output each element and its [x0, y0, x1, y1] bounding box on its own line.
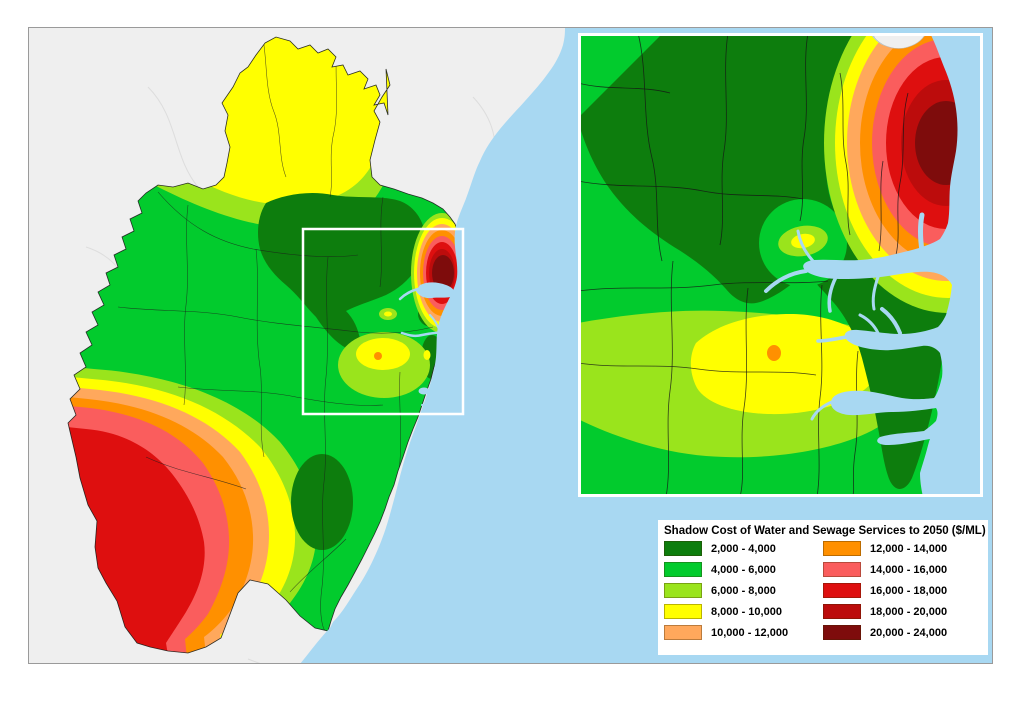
- legend-title: Shadow Cost of Water and Sewage Services…: [664, 525, 986, 537]
- legend-label: 16,000 - 18,000: [870, 584, 948, 597]
- legend-swatch: [664, 625, 702, 640]
- map-frame: [28, 27, 993, 664]
- sydney-8-10k-blob: [356, 338, 410, 370]
- legend-swatch: [664, 562, 702, 577]
- legend-swatch: [823, 604, 861, 619]
- legend-label: 12,000 - 14,000: [870, 542, 948, 555]
- legend-column-right: 12,000 - 14,000 14,000 - 16,000 16,000 - 1…: [823, 541, 982, 646]
- legend-swatch: [823, 583, 861, 598]
- legend-swatch: [664, 583, 702, 598]
- legend-label: 18,000 - 20,000: [870, 605, 948, 618]
- legend-label: 2,000 - 4,000: [711, 542, 776, 555]
- legend-column-left: 2,000 - 4,000 4,000 - 6,000 6,000 - 8,000 8…: [664, 541, 823, 646]
- legend-label: 8,000 - 10,000: [711, 605, 782, 618]
- legend-swatch: [664, 541, 702, 556]
- legend-row: 6,000 - 8,000: [664, 583, 823, 598]
- legend-row: 16,000 - 18,000: [823, 583, 982, 598]
- inset-estuary-branches: [764, 212, 925, 421]
- lga-boundaries-inset: [578, 33, 909, 497]
- legend-row: 12,000 - 14,000: [823, 541, 982, 556]
- sydney-orange-spot: [374, 352, 382, 360]
- legend-swatch: [823, 625, 861, 640]
- central-dark-green-2-4k: [258, 192, 426, 351]
- study-region-outline: [67, 36, 461, 654]
- legend-row: 20,000 - 24,000: [823, 625, 982, 640]
- legend-row: 2,000 - 4,000: [664, 541, 823, 556]
- legend-row: 18,000 - 20,000: [823, 604, 982, 619]
- inset-gray-headland: [873, 33, 927, 49]
- legend-entries: 2,000 - 4,000 4,000 - 6,000 6,000 - 8,000 8…: [664, 541, 982, 646]
- study-region: [68, 37, 460, 653]
- legend-swatch: [823, 541, 861, 556]
- map-canvas: [28, 27, 993, 664]
- small-oval-center: [384, 311, 392, 317]
- legend-label: 4,000 - 6,000: [711, 563, 776, 576]
- inset-sea: [803, 33, 983, 497]
- inset-indicator-rect: [301, 227, 465, 416]
- legend-row: 4,000 - 6,000: [664, 562, 823, 577]
- inset-frame: [578, 33, 983, 497]
- legend-swatch: [823, 562, 861, 577]
- legend-row: 14,000 - 16,000: [823, 562, 982, 577]
- legend-label: 10,000 - 12,000: [711, 626, 789, 639]
- legend-label: 6,000 - 8,000: [711, 584, 776, 597]
- inset-orange-spot: [767, 345, 781, 361]
- legend-label: 20,000 - 24,000: [870, 626, 948, 639]
- legend-row: 10,000 - 12,000: [664, 625, 823, 640]
- legend-row: 8,000 - 10,000: [664, 604, 823, 619]
- inset-map: [578, 33, 983, 497]
- south-coast-dark-green: [291, 454, 353, 550]
- legend-label: 14,000 - 16,000: [870, 563, 948, 576]
- main-map-waters: [398, 282, 458, 406]
- legend-swatch: [664, 604, 702, 619]
- map-legend: Shadow Cost of Water and Sewage Services…: [658, 520, 988, 655]
- coast-yellow-speck: [423, 350, 431, 360]
- inset-oval-center: [791, 233, 815, 249]
